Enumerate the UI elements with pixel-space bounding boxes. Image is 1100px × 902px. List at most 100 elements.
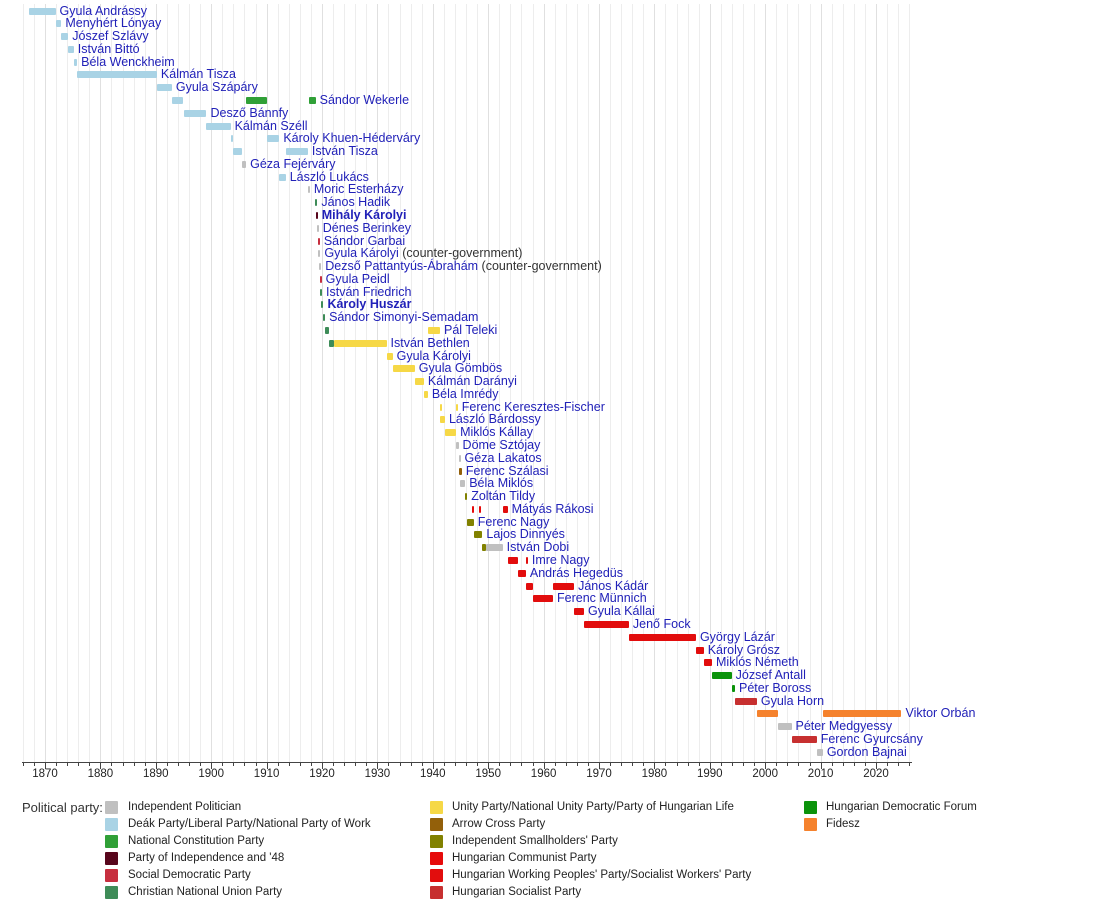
pm-label[interactable]: Gyula Károlyi (counter-government) <box>324 247 522 260</box>
pm-label[interactable]: Mihály Károlyi <box>322 208 407 222</box>
pm-label[interactable]: Gyula Andrássy <box>60 4 148 18</box>
pm-label[interactable]: János Kádár <box>578 579 648 593</box>
pm-label[interactable]: Lajos Dinnyés <box>486 528 565 541</box>
gridline <box>731 4 733 762</box>
minor-tick <box>388 763 390 766</box>
pm-label[interactable]: István Bethlen <box>391 336 470 350</box>
tick-label: 1950 <box>475 768 501 780</box>
pm-label[interactable]: Gyula Szápáry <box>176 81 258 94</box>
gridline <box>432 4 434 762</box>
pm-name: Péter Medgyessy <box>795 719 893 734</box>
pm-label[interactable]: Béla Miklós <box>469 477 533 490</box>
pm-label[interactable]: István Bittó <box>78 42 140 56</box>
pm-label[interactable]: Miklós Kállay <box>460 426 533 439</box>
timeline-bar <box>485 544 503 552</box>
pm-label[interactable]: Kálmán Darányi <box>428 375 517 388</box>
gridline <box>776 4 778 762</box>
pm-label[interactable]: Sándor Simonyi-Semadam <box>329 311 478 324</box>
pm-label[interactable]: Kálmán Tisza <box>161 68 236 81</box>
pm-label[interactable]: Imre Nagy <box>532 554 590 567</box>
pm-label[interactable]: Sándor Garbai <box>324 234 405 248</box>
timeline-bar <box>319 263 322 271</box>
gridline <box>853 4 855 762</box>
pm-label[interactable]: Gyula Károlyi <box>397 349 471 363</box>
pm-label[interactable]: Moric Esterházy <box>314 183 404 196</box>
pm-label[interactable]: György Lázár <box>700 630 775 644</box>
pm-label[interactable]: Miklós Németh <box>716 656 799 669</box>
pm-label[interactable]: Béla Imrédy <box>431 386 499 401</box>
pm-label[interactable]: Gyula Horn <box>761 694 824 708</box>
pm-label[interactable]: Géza Fejérváry <box>250 157 335 171</box>
major-tick <box>432 763 434 769</box>
pm-label[interactable]: Gyula Gömbös <box>419 362 502 375</box>
pm-label[interactable]: András Hegedüs <box>530 566 623 580</box>
gridline <box>310 4 312 762</box>
pm-label[interactable]: Mátyás Rákosi <box>512 502 594 516</box>
timeline-bar <box>517 569 526 577</box>
pm-label[interactable]: Ferenc Nagy <box>477 514 550 529</box>
legend-label-sdp: Social Democratic Party <box>128 869 251 881</box>
pm-name: Kálmán Darányi <box>427 374 517 389</box>
pm-label[interactable]: Jószef Szlávy <box>72 30 148 43</box>
timeline-bar <box>329 339 334 347</box>
tick-label: 1940 <box>420 768 446 780</box>
timeline-bar <box>458 454 461 462</box>
gridline <box>22 4 24 762</box>
pm-label[interactable]: László Lukács <box>290 170 369 184</box>
gridline <box>100 4 102 762</box>
major-tick <box>654 763 656 769</box>
pm-label[interactable]: Pál Teleki <box>444 324 497 337</box>
pm-name: Ferenc Nagy <box>477 514 550 529</box>
pm-name: Ferenc Münnich <box>557 591 647 606</box>
pm-label[interactable]: Péter Boross <box>739 681 811 695</box>
pm-label[interactable]: Károly Grósz <box>708 643 780 657</box>
pm-label[interactable]: János Hadik <box>321 196 390 209</box>
pm-label[interactable]: Dezső Pattantyús-Ábrahám (counter-govern… <box>325 260 602 273</box>
pm-label[interactable]: Döme Sztójay <box>463 439 541 452</box>
gridline <box>388 4 390 762</box>
pm-label[interactable]: Károly Huszár <box>327 298 411 311</box>
legend-swatch-arrow <box>430 818 443 831</box>
pm-name: Imre Nagy <box>531 553 590 568</box>
pm-label[interactable]: Menyhért Lónyay <box>65 17 161 30</box>
gridline <box>410 4 412 762</box>
pm-label[interactable]: Jenő Fock <box>633 617 691 631</box>
pm-label[interactable]: Gyula Kállai <box>588 605 655 618</box>
pm-label[interactable]: Gordon Bajnai <box>827 745 907 759</box>
gridline <box>599 4 600 762</box>
pm-label[interactable]: Ferenc Gyurcsány <box>821 732 923 746</box>
pm-label[interactable]: Dénes Berinkey <box>323 221 411 235</box>
legend-label-skh: Independent Smallholders' Party <box>452 835 618 847</box>
pm-label[interactable]: Desző Bánnfy <box>210 106 288 120</box>
legend-label-fidesz: Fidesz <box>826 818 860 830</box>
pm-label[interactable]: Ferenc Münnich <box>557 592 647 605</box>
pm-name: Béla Miklós <box>469 476 534 491</box>
pm-label[interactable]: Géza Lakatos <box>465 451 542 465</box>
minor-tick <box>665 763 667 766</box>
pm-name: Béla Imrédy <box>431 386 499 401</box>
minor-tick <box>421 763 423 766</box>
tick-label: 1910 <box>253 768 280 780</box>
pm-label[interactable]: Kálmán Széll <box>234 118 308 133</box>
pm-label[interactable]: István Dobi <box>507 541 570 554</box>
pm-label[interactable]: Péter Medgyessy <box>796 720 893 733</box>
pm-label[interactable]: Sándor Wekerle <box>320 93 409 107</box>
pm-label[interactable]: Béla Wenckheim <box>81 55 175 69</box>
pm-name: Kálmán Széll <box>234 118 308 133</box>
gridline <box>532 4 534 762</box>
pm-label[interactable]: József Antall <box>736 669 806 682</box>
pm-label[interactable]: István Friedrich <box>326 285 411 299</box>
pm-label[interactable]: István Tisza <box>312 145 378 158</box>
legend-label-ncp: National Constitution Party <box>128 835 265 847</box>
timeline-bar <box>28 7 56 15</box>
pm-label[interactable]: László Bárdossy <box>449 413 541 426</box>
pm-label[interactable]: Károly Khuen-Héderváry <box>283 132 420 145</box>
pm-name: Ferenc Szálasi <box>465 463 549 478</box>
timeline-bar <box>791 735 817 743</box>
pm-label[interactable]: Ferenc Szálasi <box>465 463 549 478</box>
pm-label[interactable]: Zoltán Tildy <box>471 490 535 503</box>
pm-label[interactable]: Ferenc Keresztes-Fischer <box>462 400 605 414</box>
pm-label[interactable]: Viktor Orbán <box>905 707 975 720</box>
pm-label[interactable]: Gyula Peidl <box>326 272 390 286</box>
legend-swatch-deak <box>105 818 118 831</box>
